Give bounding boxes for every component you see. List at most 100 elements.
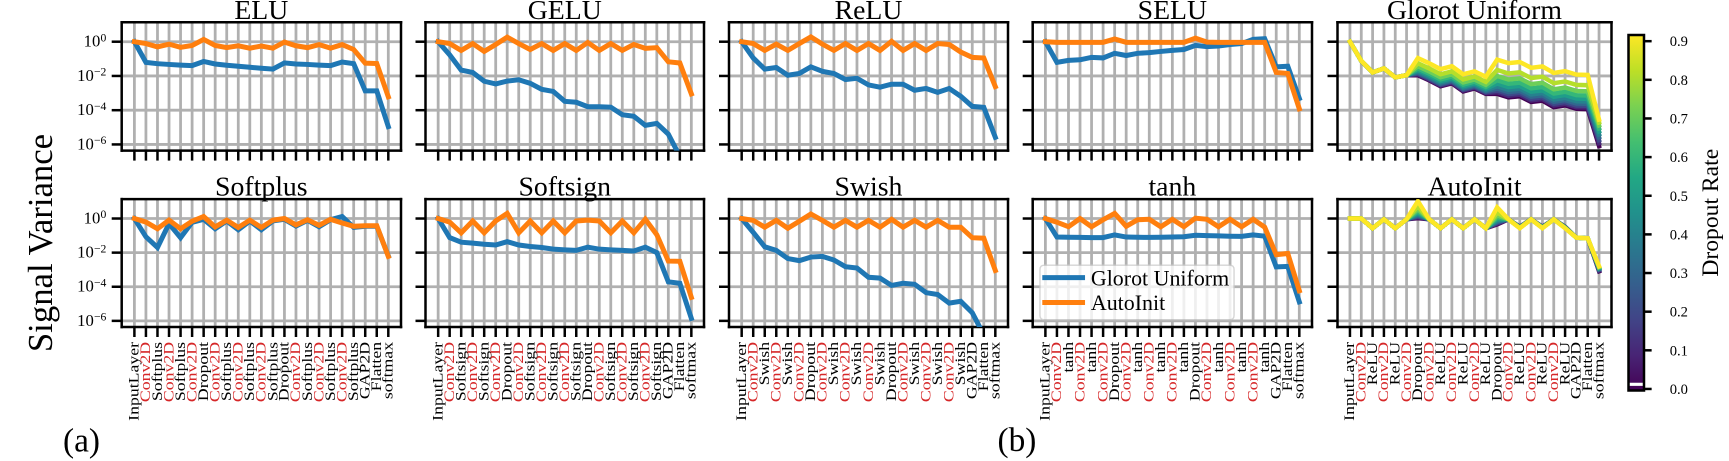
svg-text:GAP2D: GAP2D bbox=[661, 342, 676, 399]
svg-text:Swish: Swish bbox=[954, 342, 969, 385]
svg-text:Conv2D: Conv2D bbox=[535, 342, 550, 402]
svg-text:Dropout: Dropout bbox=[1411, 341, 1426, 401]
svg-text:Conv2D: Conv2D bbox=[208, 342, 223, 402]
svg-text:AutoInit: AutoInit bbox=[1091, 290, 1165, 315]
svg-text:Dropout: Dropout bbox=[1107, 341, 1122, 401]
svg-text:Conv2D: Conv2D bbox=[1377, 342, 1392, 402]
svg-text:softmax: softmax bbox=[381, 342, 396, 399]
svg-text:Softplus: Softplus bbox=[220, 342, 235, 401]
svg-text:Conv2D: Conv2D bbox=[162, 342, 177, 402]
svg-text:Dropout: Dropout bbox=[581, 341, 596, 401]
svg-text:Softsign: Softsign bbox=[546, 342, 561, 401]
svg-text:Conv2D: Conv2D bbox=[861, 342, 876, 402]
svg-text:1 0 −: 1 0 − 6 bbox=[77, 124, 106, 154]
svg-text:tanh: tanh bbox=[1211, 342, 1226, 373]
svg-text:0.8: 0.8 bbox=[1670, 73, 1688, 89]
svg-text:Conv2D: Conv2D bbox=[838, 342, 853, 402]
svg-text:Conv2D: Conv2D bbox=[1119, 342, 1134, 402]
svg-text:1 0 −: 1 0 − 4 bbox=[77, 266, 106, 296]
svg-text:Swish: Swish bbox=[907, 342, 922, 385]
svg-text:Conv2D: Conv2D bbox=[254, 342, 269, 402]
svg-text:Flatten: Flatten bbox=[1581, 342, 1596, 391]
svg-text:Conv2D: Conv2D bbox=[1165, 342, 1180, 402]
svg-text:Softsign: Softsign bbox=[650, 342, 665, 401]
svg-text:softmax: softmax bbox=[1292, 342, 1307, 399]
svg-text:Softplus: Softplus bbox=[300, 342, 315, 401]
svg-text:1 0 0: 1 0 0 bbox=[84, 204, 107, 229]
svg-text:Softplus: Softplus bbox=[323, 342, 338, 401]
svg-text:ReLU: ReLU bbox=[1479, 341, 1494, 385]
svg-text:tanh: tanh bbox=[1131, 342, 1146, 373]
svg-text:Softsign: Softsign bbox=[454, 342, 469, 401]
svg-text:ELU: ELU bbox=[234, 0, 288, 26]
svg-text:0.4: 0.4 bbox=[1670, 227, 1689, 243]
svg-text:Glorot Uniform: Glorot Uniform bbox=[1091, 265, 1229, 290]
svg-text:Conv2D: Conv2D bbox=[896, 342, 911, 402]
svg-text:ReLU: ReLU bbox=[1456, 341, 1471, 385]
svg-text:Softplus: Softplus bbox=[243, 342, 258, 401]
svg-text:Dropout: Dropout bbox=[884, 341, 899, 401]
svg-text:GAP2D: GAP2D bbox=[1569, 342, 1584, 399]
svg-text:Conv2D: Conv2D bbox=[512, 342, 527, 402]
svg-text:Conv2D: Conv2D bbox=[1354, 342, 1369, 402]
svg-text:Softplus: Softplus bbox=[266, 342, 281, 401]
svg-text:0.3: 0.3 bbox=[1670, 266, 1688, 282]
svg-text:GAP2D: GAP2D bbox=[965, 342, 980, 399]
svg-text:Conv2D: Conv2D bbox=[558, 342, 573, 402]
svg-text:GELU: GELU bbox=[528, 0, 602, 26]
svg-text:Dropout: Dropout bbox=[804, 341, 819, 401]
svg-text:(a): (a) bbox=[63, 423, 100, 460]
svg-text:Flatten: Flatten bbox=[1281, 342, 1296, 391]
svg-text:Conv2D: Conv2D bbox=[1524, 342, 1539, 402]
svg-text:Glorot Uniform: Glorot Uniform bbox=[1387, 0, 1562, 26]
svg-text:Conv2D: Conv2D bbox=[442, 342, 457, 402]
svg-text:GAP2D: GAP2D bbox=[1269, 342, 1284, 399]
svg-text:ReLU: ReLU bbox=[1535, 341, 1550, 385]
svg-text:Conv2D: Conv2D bbox=[289, 342, 304, 402]
svg-text:tanh: tanh bbox=[1061, 342, 1076, 373]
svg-text:Softsign: Softsign bbox=[604, 342, 619, 401]
svg-text:InputLayer: InputLayer bbox=[431, 341, 446, 421]
svg-text:Conv2D: Conv2D bbox=[1467, 342, 1482, 402]
svg-text:Conv2D: Conv2D bbox=[592, 342, 607, 402]
svg-text:InputLayer: InputLayer bbox=[127, 341, 142, 421]
svg-text:Conv2D: Conv2D bbox=[1422, 342, 1437, 402]
svg-text:SELU: SELU bbox=[1138, 0, 1207, 26]
svg-text:Swish: Swish bbox=[781, 342, 796, 385]
svg-text:Conv2D: Conv2D bbox=[638, 342, 653, 402]
svg-text:Softplus: Softplus bbox=[173, 342, 188, 401]
svg-text:softmax: softmax bbox=[1592, 342, 1607, 399]
svg-text:Conv2D: Conv2D bbox=[465, 342, 480, 402]
svg-text:Softsign: Softsign bbox=[523, 342, 538, 401]
svg-text:Dropout: Dropout bbox=[1490, 341, 1505, 401]
svg-text:1 0 −: 1 0 − 2 bbox=[77, 56, 106, 86]
svg-text:ReLU: ReLU bbox=[1365, 341, 1380, 385]
svg-text:Conv2D: Conv2D bbox=[1223, 342, 1238, 402]
svg-text:softmax: softmax bbox=[988, 342, 1003, 399]
svg-text:softmax: softmax bbox=[684, 342, 699, 399]
svg-text:Swish: Swish bbox=[873, 342, 888, 385]
svg-text:Conv2D: Conv2D bbox=[615, 342, 630, 402]
svg-text:Dropout: Dropout bbox=[1188, 341, 1203, 401]
svg-text:AutoInit: AutoInit bbox=[1427, 171, 1521, 202]
svg-text:0.9: 0.9 bbox=[1670, 34, 1688, 50]
svg-text:ReLU: ReLU bbox=[1388, 341, 1403, 385]
svg-text:tanh: tanh bbox=[1177, 342, 1192, 373]
svg-text:InputLayer: InputLayer bbox=[1038, 341, 1053, 421]
svg-text:tanh: tanh bbox=[1257, 342, 1272, 373]
svg-text:0.5: 0.5 bbox=[1670, 189, 1688, 205]
svg-text:Conv2D: Conv2D bbox=[1050, 342, 1065, 402]
svg-text:Conv2D: Conv2D bbox=[1399, 342, 1414, 402]
svg-text:Conv2D: Conv2D bbox=[1501, 342, 1516, 402]
svg-text:Conv2D: Conv2D bbox=[769, 342, 784, 402]
svg-text:0.7: 0.7 bbox=[1670, 112, 1688, 128]
svg-text:tanh: tanh bbox=[1154, 342, 1169, 373]
svg-text:Signal Variance: Signal Variance bbox=[21, 134, 60, 352]
svg-text:Conv2D: Conv2D bbox=[312, 342, 327, 402]
svg-text:Dropout: Dropout bbox=[196, 341, 211, 401]
svg-text:Conv2D: Conv2D bbox=[942, 342, 957, 402]
svg-text:Flatten: Flatten bbox=[370, 342, 385, 391]
svg-text:Softplus: Softplus bbox=[347, 342, 362, 401]
svg-text:Softsign: Softsign bbox=[518, 171, 611, 202]
svg-text:Conv2D: Conv2D bbox=[1073, 342, 1088, 402]
